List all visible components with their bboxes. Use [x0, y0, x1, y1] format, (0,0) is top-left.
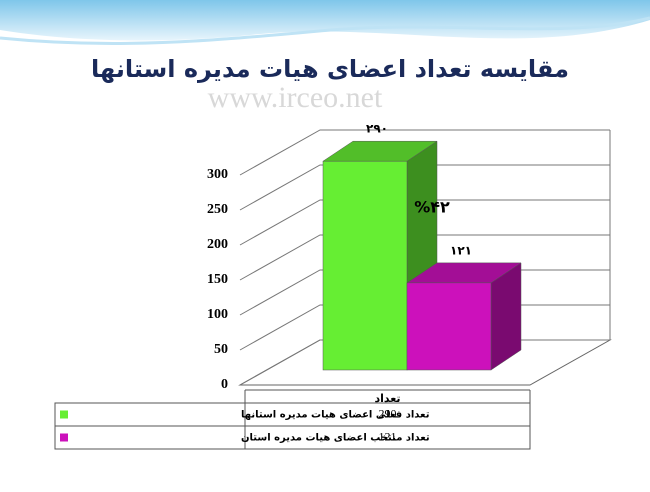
bar	[322, 160, 408, 371]
y-tick-label: 300	[207, 167, 228, 182]
chart-title: مقایسه تعداد اعضای هیات مدیره استانها	[91, 55, 569, 83]
y-tick-label: 100	[207, 307, 228, 322]
legend-swatch	[60, 433, 68, 442]
header-wave-line	[0, 16, 650, 45]
annotation: %۴۲	[414, 198, 450, 217]
legend-label: تعداد منتخب اعضای هیات مدیره استان	[241, 433, 430, 444]
grid-line	[239, 199, 610, 246]
y-tick-label: 0	[221, 377, 228, 392]
y-tick-label: 50	[214, 342, 228, 357]
grid-line	[239, 234, 610, 281]
legend-label: تعداد فعلی اعضای هیات مدیره استانها	[241, 410, 430, 421]
y-tick-label: 200	[207, 237, 228, 252]
table-value: 290	[379, 406, 397, 420]
value-label: ۲۹۰	[366, 122, 388, 136]
table-header: تعداد	[374, 392, 400, 405]
header-wave	[0, 0, 650, 41]
table-value: 121	[379, 429, 397, 443]
value-label: ۱۲۱	[450, 243, 472, 257]
legend-swatch	[60, 410, 68, 419]
grid-line	[239, 164, 610, 211]
y-tick-label: 250	[207, 202, 228, 217]
y-tick-label: 150	[207, 272, 228, 287]
grid-line	[239, 129, 610, 176]
watermark: www.irceo.net	[208, 81, 383, 114]
bar	[406, 282, 492, 371]
